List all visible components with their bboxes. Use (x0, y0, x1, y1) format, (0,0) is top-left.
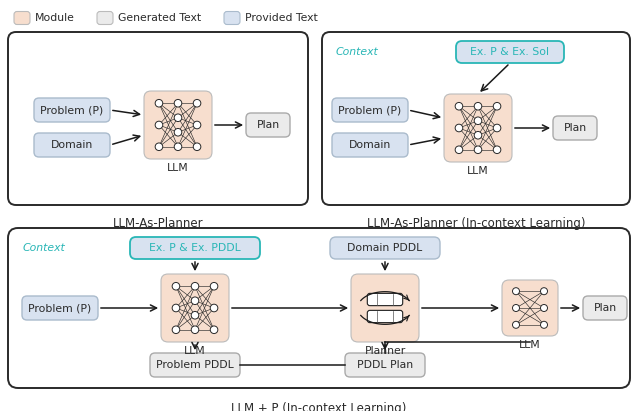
Circle shape (455, 146, 463, 154)
FancyBboxPatch shape (367, 293, 403, 306)
FancyBboxPatch shape (367, 310, 403, 323)
Circle shape (474, 102, 482, 110)
Circle shape (541, 321, 547, 328)
FancyBboxPatch shape (130, 237, 260, 259)
Text: Problem (P): Problem (P) (28, 303, 92, 313)
FancyBboxPatch shape (224, 12, 240, 25)
Circle shape (172, 304, 180, 312)
Circle shape (541, 305, 547, 312)
Circle shape (474, 146, 482, 154)
Circle shape (191, 312, 199, 319)
Circle shape (174, 114, 182, 122)
Text: Plan: Plan (257, 120, 280, 130)
FancyBboxPatch shape (553, 116, 597, 140)
Text: LLM: LLM (467, 166, 489, 176)
FancyBboxPatch shape (97, 12, 113, 25)
Text: LLM-As-Planner: LLM-As-Planner (113, 217, 204, 230)
Text: LLM: LLM (184, 346, 206, 356)
Text: Context: Context (23, 243, 66, 253)
FancyBboxPatch shape (22, 296, 98, 320)
Circle shape (210, 304, 218, 312)
Text: Ex. P & Ex. PDDL: Ex. P & Ex. PDDL (149, 243, 241, 253)
Text: Domain: Domain (349, 140, 391, 150)
Text: LLM-As-Planner (In-context Learning): LLM-As-Planner (In-context Learning) (367, 217, 585, 230)
FancyBboxPatch shape (34, 98, 110, 122)
FancyBboxPatch shape (161, 274, 229, 342)
Text: LLM: LLM (519, 340, 541, 350)
Text: PDDL Plan: PDDL Plan (357, 360, 413, 370)
Circle shape (191, 297, 199, 305)
Circle shape (210, 282, 218, 290)
Text: Provided Text: Provided Text (245, 13, 317, 23)
Text: Context: Context (336, 47, 379, 57)
Circle shape (155, 121, 163, 129)
FancyBboxPatch shape (345, 353, 425, 377)
Circle shape (155, 99, 163, 107)
Circle shape (541, 288, 547, 295)
Text: Plan: Plan (563, 123, 587, 133)
Circle shape (155, 143, 163, 150)
FancyBboxPatch shape (144, 91, 212, 159)
FancyBboxPatch shape (332, 133, 408, 157)
Text: Problem PDDL: Problem PDDL (156, 360, 234, 370)
Circle shape (493, 102, 501, 110)
FancyBboxPatch shape (246, 113, 290, 137)
Text: Planner: Planner (364, 346, 406, 356)
Circle shape (193, 121, 201, 129)
Circle shape (174, 129, 182, 136)
Circle shape (493, 124, 501, 132)
Text: LLM + P (In-context Learning): LLM + P (In-context Learning) (231, 402, 406, 411)
Circle shape (455, 102, 463, 110)
FancyBboxPatch shape (34, 133, 110, 157)
Circle shape (191, 282, 199, 290)
Circle shape (493, 146, 501, 154)
Text: Module: Module (35, 13, 75, 23)
FancyBboxPatch shape (330, 237, 440, 259)
Text: Plan: Plan (593, 303, 616, 313)
Circle shape (455, 124, 463, 132)
Circle shape (474, 117, 482, 125)
FancyBboxPatch shape (502, 280, 558, 336)
Circle shape (193, 99, 201, 107)
Circle shape (513, 305, 520, 312)
Text: Domain PDDL: Domain PDDL (348, 243, 422, 253)
Text: Domain: Domain (51, 140, 93, 150)
Text: Problem (P): Problem (P) (40, 105, 104, 115)
Circle shape (193, 143, 201, 150)
FancyBboxPatch shape (456, 41, 564, 63)
Text: LLM: LLM (167, 163, 189, 173)
Text: Problem (P): Problem (P) (339, 105, 402, 115)
Circle shape (174, 99, 182, 107)
Circle shape (513, 321, 520, 328)
FancyBboxPatch shape (444, 94, 512, 162)
Circle shape (172, 282, 180, 290)
FancyBboxPatch shape (332, 98, 408, 122)
FancyBboxPatch shape (351, 274, 419, 342)
Circle shape (172, 326, 180, 334)
Circle shape (210, 326, 218, 334)
FancyBboxPatch shape (583, 296, 627, 320)
Text: Ex. P & Ex. Sol: Ex. P & Ex. Sol (470, 47, 550, 57)
Circle shape (474, 132, 482, 139)
Circle shape (191, 326, 199, 334)
FancyBboxPatch shape (150, 353, 240, 377)
Text: Generated Text: Generated Text (118, 13, 201, 23)
FancyBboxPatch shape (14, 12, 30, 25)
Circle shape (174, 143, 182, 150)
Circle shape (513, 288, 520, 295)
